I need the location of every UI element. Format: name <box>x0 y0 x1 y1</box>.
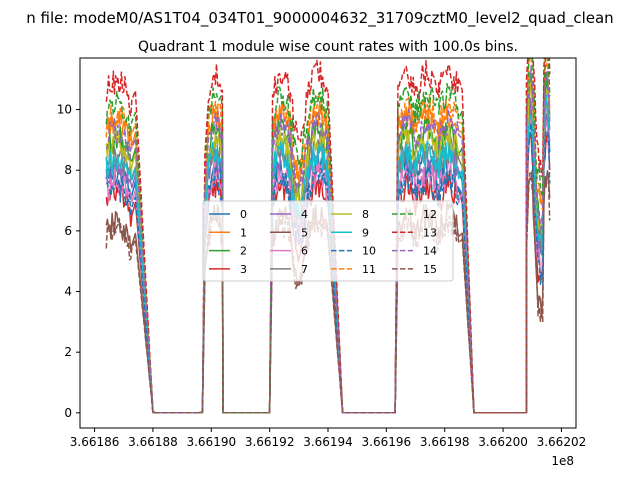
chart-title: Quadrant 1 module wise count rates with … <box>138 39 518 55</box>
x-tick-label: 3.66200 <box>478 435 528 449</box>
x-tick-label: 3.66186 <box>70 435 120 449</box>
series-line-15 <box>105 170 551 414</box>
legend-label-3: 3 <box>240 263 247 276</box>
legend-label-4: 4 <box>301 208 308 221</box>
legend-label-5: 5 <box>301 226 308 239</box>
y-tick-label: 0 <box>64 406 72 420</box>
legend-label-7: 7 <box>301 263 308 276</box>
legend-label-13: 13 <box>423 226 437 239</box>
legend-label-10: 10 <box>362 245 376 258</box>
legend-label-0: 0 <box>240 208 247 221</box>
x-axis: 3.66186 3.66188 3.66190 3.66192 3.66194 3.661… <box>70 428 586 449</box>
legend-box <box>202 200 454 282</box>
x-tick-label: 3.66190 <box>186 435 236 449</box>
y-tick-label: 4 <box>64 285 72 299</box>
x-tick-label: 3.66196 <box>362 435 412 449</box>
x-tick-label: 3.66198 <box>420 435 470 449</box>
x-tick-label: 3.66202 <box>537 435 587 449</box>
y-tick-label: 2 <box>64 345 72 359</box>
legend-label-12: 12 <box>423 208 437 221</box>
x-tick-label: 3.66188 <box>128 435 178 449</box>
legend-label-11: 11 <box>362 263 376 276</box>
legend-label-1: 1 <box>240 226 247 239</box>
legend-label-14: 14 <box>423 245 437 258</box>
x-tick-label: 3.66194 <box>303 435 353 449</box>
legend-label-6: 6 <box>301 245 308 258</box>
legend-label-15: 15 <box>423 263 437 276</box>
y-tick-label: 8 <box>64 163 72 177</box>
y-tick-label: 10 <box>57 103 72 117</box>
legend-label-9: 9 <box>362 226 369 239</box>
legend-label-8: 8 <box>362 208 369 221</box>
figure-suptitle: n file: modeM0/AS1T04_034T01_9000004632_… <box>26 9 613 28</box>
y-tick-label: 6 <box>64 224 72 238</box>
legend-label-2: 2 <box>240 245 247 258</box>
x-tick-label: 3.66192 <box>245 435 295 449</box>
y-axis: 0 2 4 6 8 10 <box>57 103 80 420</box>
x-offset-label: 1e8 <box>551 454 574 468</box>
